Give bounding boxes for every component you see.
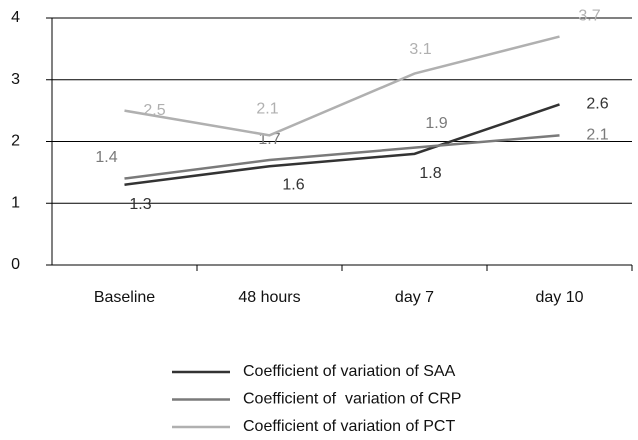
data-label: 2.6 [586, 96, 608, 113]
data-label: 2.1 [586, 127, 608, 144]
data-label: 2.5 [143, 102, 165, 119]
data-label: 3.7 [578, 8, 600, 25]
x-tick-label: day 10 [535, 289, 583, 306]
series-line [124, 35, 560, 137]
x-tick-label: 48 hours [238, 289, 300, 306]
data-label: 3.1 [409, 41, 431, 58]
y-tick-label: 1 [11, 194, 20, 211]
data-label: 1.9 [425, 115, 447, 132]
y-tick-label: 0 [11, 256, 20, 273]
x-tick-label: Baseline [94, 289, 155, 306]
data-label: 1.8 [419, 165, 441, 182]
legend-label: Coefficient of variation of CRP [243, 391, 461, 408]
series-line [124, 103, 560, 186]
data-label: 1.3 [129, 196, 151, 213]
legend-label: Coefficient of variation of SAA [243, 363, 456, 380]
x-tick-label: day 7 [395, 289, 434, 306]
y-tick-label: 4 [11, 9, 20, 26]
data-label: 1.6 [282, 176, 304, 193]
y-tick-label: 3 [11, 71, 20, 88]
y-tick-label: 2 [11, 133, 20, 150]
series-line [124, 134, 560, 180]
data-label: 1.4 [95, 149, 117, 166]
legend-label: Coefficient of variation of PCT [243, 418, 455, 435]
data-label: 2.1 [256, 101, 278, 118]
